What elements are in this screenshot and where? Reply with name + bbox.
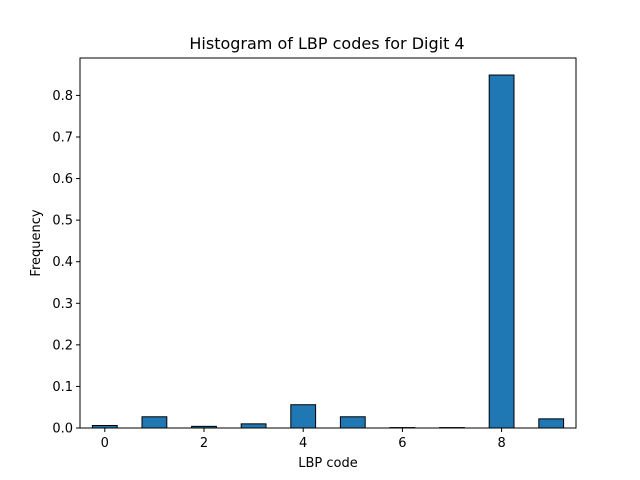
x-axis-label: LBP code (298, 456, 357, 471)
x-tick-label: 8 (497, 436, 505, 451)
y-tick-label: 0.8 (52, 89, 73, 104)
y-tick-label: 0.2 (52, 338, 73, 353)
bar-lbp-5 (339, 416, 366, 429)
y-tick-label: 0.5 (52, 214, 73, 229)
plot-frame (79, 57, 577, 429)
x-tick-label: 0 (101, 436, 109, 451)
bar-lbp-4 (290, 404, 317, 429)
x-tick-label: 2 (200, 436, 208, 451)
bar-lbp-9 (538, 418, 565, 429)
x-axis-ticks: 0 2 4 6 8 (101, 428, 506, 451)
y-axis-ticks: 0.0 0.1 0.2 0.3 0.4 0.5 0.6 0.7 0.8 (52, 89, 80, 437)
bar-lbp-1 (141, 416, 168, 429)
y-tick-label: 0.3 (52, 297, 73, 312)
x-tick-label: 6 (398, 436, 406, 451)
y-tick-label: 0.7 (52, 130, 73, 145)
x-tick-label: 4 (299, 436, 307, 451)
y-tick-label: 0.4 (52, 255, 73, 270)
bar-lbp-3 (240, 423, 267, 429)
chart-title: Histogram of LBP codes for Digit 4 (189, 34, 464, 53)
bar-lbp-8 (488, 74, 515, 429)
y-tick-label: 0.0 (52, 422, 73, 437)
y-tick-label: 0.6 (52, 172, 73, 187)
y-axis-label: Frequency (29, 209, 44, 276)
y-tick-label: 0.1 (52, 380, 73, 395)
